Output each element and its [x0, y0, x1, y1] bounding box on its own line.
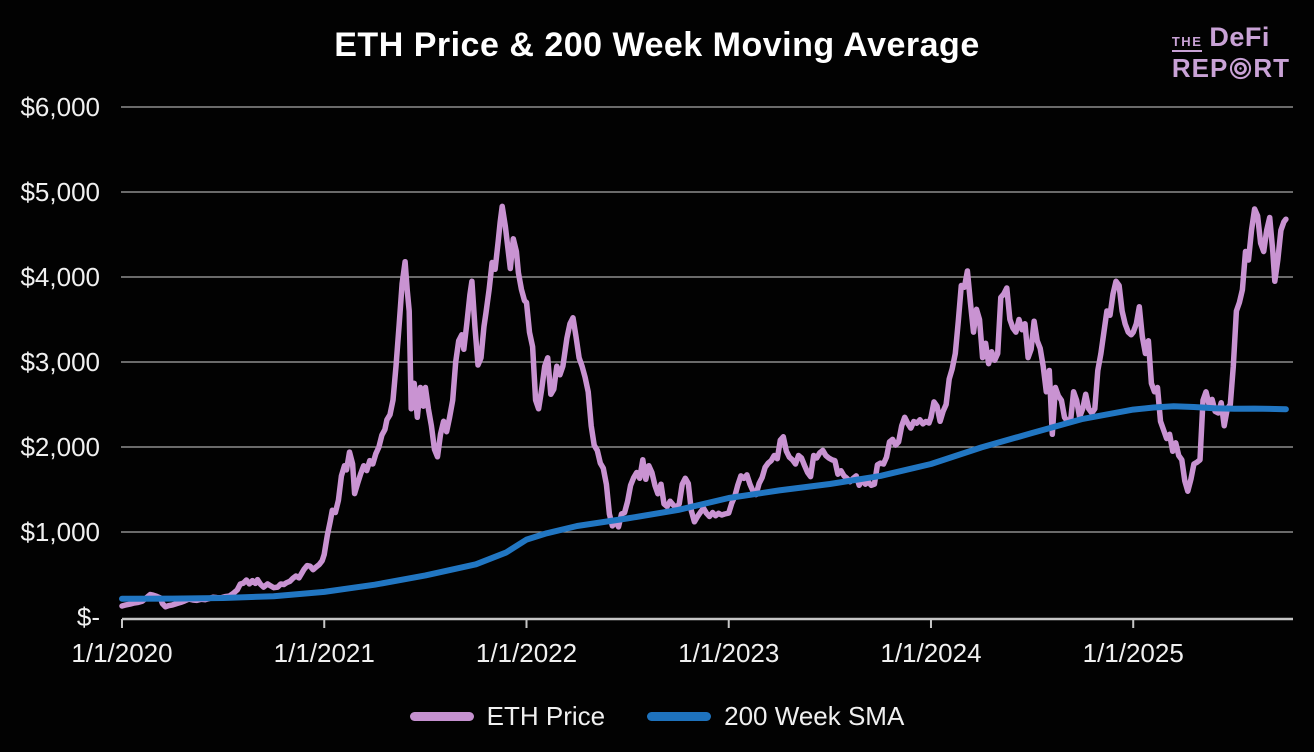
y-axis-label: $3,000 — [20, 347, 100, 377]
y-axis-label: $- — [77, 602, 100, 632]
y-axis-label: $4,000 — [20, 262, 100, 292]
logo-the-text: THE — [1171, 35, 1203, 52]
y-axis-label: $6,000 — [20, 92, 100, 122]
y-axis-label: $2,000 — [20, 432, 100, 462]
logo-rt-text: RT — [1253, 53, 1290, 83]
defi-report-logo: THE DeFi REP RT — [1171, 22, 1290, 81]
chart-legend: ETH Price 200 Week SMA — [0, 701, 1314, 732]
y-axis-label: $1,000 — [20, 517, 100, 547]
y-axis-label: $5,000 — [20, 177, 100, 207]
x-axis-label: 1/1/2023 — [678, 638, 779, 668]
x-axis-label: 1/1/2025 — [1083, 638, 1184, 668]
eth-price-legend-label: ETH Price — [486, 701, 606, 731]
logo-line-1: THE DeFi — [1171, 22, 1290, 52]
x-axis-label: 1/1/2020 — [71, 638, 172, 668]
eth-price-line — [119, 203, 1289, 610]
x-axis-label: 1/1/2021 — [274, 638, 375, 668]
eth-price-legend-swatch — [409, 712, 474, 721]
chart-title: ETH Price & 200 Week Moving Average — [334, 26, 980, 64]
x-axis-label: 1/1/2024 — [880, 638, 981, 668]
sma-legend-swatch — [647, 712, 712, 721]
sma-line — [119, 403, 1289, 602]
logo-rep-text: REP — [1171, 53, 1229, 83]
x-axis-label: 1/1/2022 — [476, 638, 577, 668]
logo-defi-text: DeFi — [1209, 22, 1270, 52]
sma-legend-label: 200 Week SMA — [724, 701, 905, 731]
bullseye-o-icon — [1230, 57, 1252, 79]
logo-line-2: REP RT — [1172, 55, 1290, 81]
